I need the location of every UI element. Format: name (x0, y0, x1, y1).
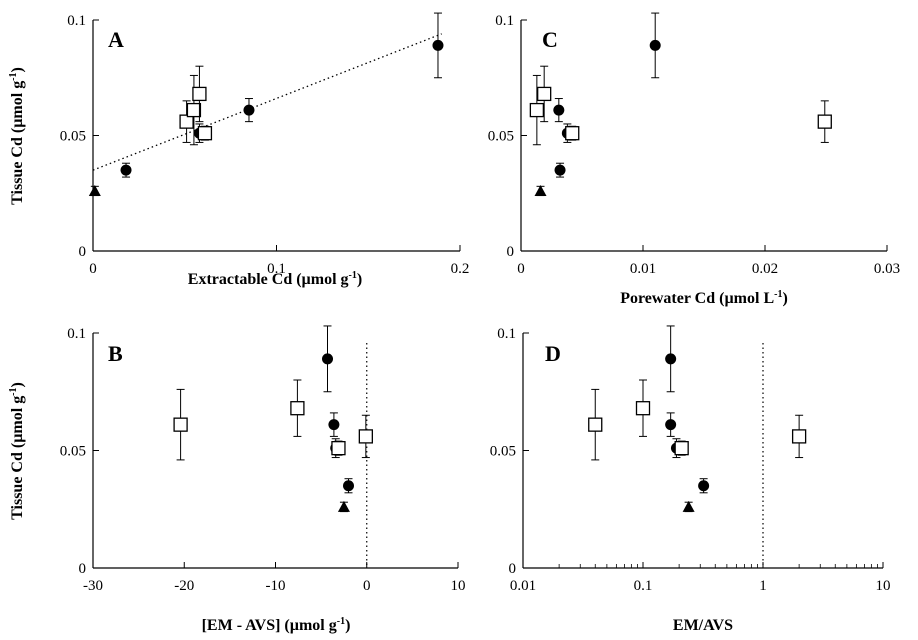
x-tick-label: 0.02 (752, 261, 778, 277)
panel-a-ticks: 0 0.05 0.1 0 0.1 0.2 (60, 13, 470, 277)
panel-b-x-axis-label: [EM - AVS] (µmol g-1) (202, 616, 351, 634)
y-tick-label: 0 (509, 561, 517, 577)
data-point-square (817, 114, 832, 129)
data-point-triangle (534, 184, 547, 196)
data-point-square (173, 417, 188, 432)
data-point-square (565, 126, 580, 141)
panel-d-marks (588, 325, 807, 513)
x-tick-label: -30 (83, 578, 103, 594)
data-point-square (537, 86, 552, 102)
panel-b-axes (92, 333, 458, 569)
panel-a: A 0 0.05 0.1 0 0.1 0.2 Extractable Cd (µmol g… (60, 12, 470, 288)
data-point-triangle (682, 500, 695, 512)
panel-a-trendline (92, 33, 442, 171)
data-point-circle (649, 39, 661, 51)
panel-d-letter: D (545, 341, 561, 366)
panel-c: C 0 0.05 0.1 0 0.01 0.02 0.03 Porewater Cd (µm… (488, 12, 900, 307)
y-tick-label: 0.1 (495, 13, 514, 29)
panel-c-letter: C (542, 27, 558, 52)
y-tick-label: 0.05 (60, 129, 86, 145)
panel-a-axes (92, 20, 460, 252)
x-tick-label: 10 (451, 578, 466, 594)
y-tick-label: 0 (79, 561, 87, 577)
y-axis-label-bottom: Tissue Cd (µmol g-1) (8, 382, 26, 520)
panel-a-marks (88, 12, 444, 197)
panel-d: D 0 0.05 0.1 0.01 0.1 1 10 EM/AVS (490, 325, 891, 634)
y-tick-label: 0.05 (60, 444, 86, 460)
x-tick-label: 0.1 (267, 261, 286, 277)
data-point-square (331, 440, 346, 456)
data-point-square (588, 417, 603, 432)
data-point-circle (328, 419, 340, 431)
y-axis-label-top: Tissue Cd (µmol g-1) (8, 67, 26, 205)
data-point-circle (243, 104, 255, 116)
data-point-square (290, 401, 305, 416)
y-tick-label: 0.1 (497, 326, 516, 342)
panel-a-x-axis-label: Extractable Cd (µmol g-1) (188, 270, 362, 288)
y-tick-label: 0.1 (67, 326, 86, 342)
x-tick-label: -10 (266, 578, 286, 594)
panel-a-letter: A (108, 27, 124, 52)
data-point-circle (665, 353, 677, 365)
x-tick-label: 0.03 (874, 261, 900, 277)
x-tick-label: 0 (363, 578, 371, 594)
x-tick-label: 0.2 (451, 261, 470, 277)
x-tick-label: 0.01 (630, 261, 656, 277)
data-point-circle (698, 480, 710, 492)
data-point-circle (554, 164, 566, 176)
x-tick-label: 0.01 (510, 578, 536, 594)
data-point-square (674, 440, 689, 456)
data-point-square (197, 126, 213, 141)
y-tick-label: 0 (79, 244, 87, 260)
data-point-circle (343, 480, 354, 492)
panel-b-marks (173, 325, 373, 513)
data-point-triangle (337, 500, 350, 512)
data-point-triangle (88, 184, 101, 196)
panel-d-x-axis-label: EM/AVS (673, 617, 733, 634)
x-tick-label: 0 (89, 261, 97, 277)
panel-c-ticks: 0 0.05 0.1 0 0.01 0.02 0.03 (488, 13, 900, 277)
panel-c-marks (529, 12, 832, 197)
data-point-circle (432, 39, 444, 51)
data-point-square (192, 86, 207, 102)
data-point-square (791, 429, 807, 444)
panel-b-letter: B (108, 341, 123, 366)
panel-b-ticks: 0 0.05 0.1 -30 -20 -10 0 10 (60, 326, 466, 594)
y-tick-label: 0.1 (67, 13, 86, 29)
x-tick-label: 0.1 (634, 578, 653, 594)
y-tick-label: 0.05 (488, 129, 514, 145)
data-point-square (179, 114, 194, 129)
y-tick-label: 0 (507, 244, 515, 260)
x-tick-label: 10 (876, 578, 891, 594)
data-point-square (358, 429, 373, 444)
x-tick-label: -20 (174, 578, 194, 594)
x-tick-label: 1 (759, 578, 767, 594)
trend-line (92, 33, 442, 171)
data-point-circle (322, 353, 334, 365)
data-point-square (635, 401, 651, 416)
data-point-circle (665, 419, 677, 431)
x-tick-label: 0 (517, 261, 525, 277)
panel-d-axes (522, 333, 883, 569)
panel-c-x-axis-label: Porewater Cd (µmol L-1) (620, 289, 788, 307)
data-point-square (186, 102, 202, 118)
data-point-circle (120, 164, 132, 176)
data-point-square (529, 102, 545, 118)
data-point-circle (553, 104, 565, 116)
panel-d-ticks: 0 0.05 0.1 0.01 0.1 1 10 (490, 326, 891, 594)
panel-b: B 0 0.05 0.1 -30 -20 -10 0 10 [EM - AVS] (µmol … (60, 325, 466, 634)
y-tick-label: 0.05 (490, 444, 516, 460)
